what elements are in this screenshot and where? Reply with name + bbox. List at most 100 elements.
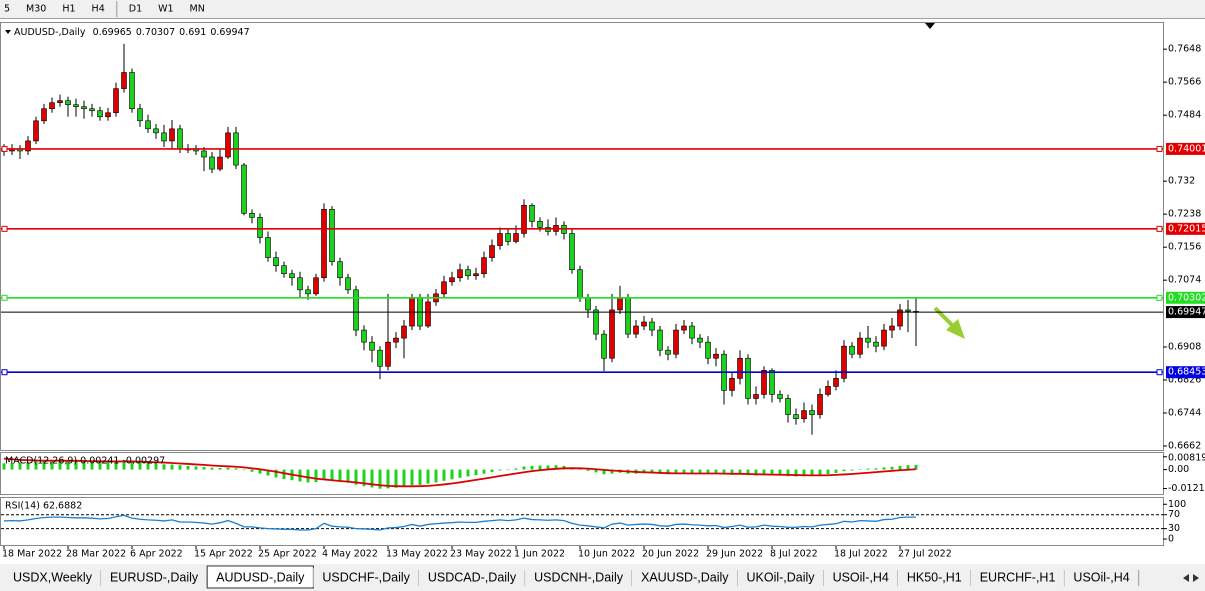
timeframe-button[interactable]: W1 xyxy=(158,4,173,15)
tab-label[interactable]: EURUSD-,Daily xyxy=(110,570,199,584)
tab-label[interactable]: AUDUSD-,Daily xyxy=(216,570,305,584)
tab[interactable]: USDCAD-,Daily xyxy=(418,568,526,587)
timeframe-button[interactable]: 5 xyxy=(4,4,10,15)
level-label: 0.74001 xyxy=(1168,143,1205,154)
macd-bar xyxy=(874,468,878,470)
macd-bar xyxy=(882,467,886,470)
y-tick-label: 0.7566 xyxy=(1168,77,1201,88)
level-handle xyxy=(1,294,8,301)
candle-body xyxy=(345,277,351,291)
candle-body xyxy=(449,277,455,283)
macd-bar xyxy=(58,460,62,470)
level-label-box xyxy=(1166,142,1205,155)
macd-bar xyxy=(130,461,134,470)
tab[interactable]: USDCNH-,Daily xyxy=(525,568,633,587)
y-tick-label: 0.7648 xyxy=(1168,44,1201,55)
candle-body xyxy=(337,261,343,279)
tab[interactable]: EURCHF-,H1 xyxy=(970,568,1065,587)
x-tick-label: 27 Jul 2022 xyxy=(898,549,952,560)
tab[interactable]: USDCHF-,Daily xyxy=(313,568,420,587)
candle-body xyxy=(81,106,87,110)
tab-label[interactable]: USDX,Weekly xyxy=(13,570,93,584)
y-tick-label: 30 xyxy=(1168,523,1180,534)
tab[interactable]: EURUSD-,Daily xyxy=(100,568,208,587)
macd-bar xyxy=(690,469,694,474)
candle-body xyxy=(457,269,463,279)
macd-bar xyxy=(266,469,270,476)
level-handle xyxy=(1,369,8,376)
timeframe-button[interactable]: H4 xyxy=(92,4,105,15)
macd-bar xyxy=(170,464,174,470)
level-label-box xyxy=(1166,291,1205,304)
tab[interactable]: AUDUSD-,Daily xyxy=(206,565,314,589)
tab[interactable]: XAUUSD-,Daily xyxy=(631,568,738,587)
level-label-box xyxy=(1166,222,1205,235)
macd-bar xyxy=(242,469,246,471)
tab-label[interactable]: HK50-,H1 xyxy=(907,570,962,584)
tab[interactable]: UKOil-,Daily xyxy=(737,568,825,587)
timeframe-bar: 5 M30 H1 H4 D1 W1 MN xyxy=(4,1,205,17)
tab-label[interactable]: UKOil-,Daily xyxy=(747,570,816,584)
candle-body xyxy=(833,378,839,387)
timeframe-button[interactable]: M30 xyxy=(26,4,46,15)
level-handle xyxy=(1156,145,1163,152)
tab-label[interactable]: USDCNH-,Daily xyxy=(534,570,624,584)
macd-bar xyxy=(602,469,606,475)
timeframe-button[interactable]: MN xyxy=(190,4,205,15)
macd-bar xyxy=(34,461,38,470)
macd-bar xyxy=(218,468,222,470)
macd-bar xyxy=(98,462,102,470)
macd-bar xyxy=(794,469,798,477)
macd-bar xyxy=(282,469,286,479)
tab-scroll-right[interactable] xyxy=(1193,574,1199,582)
tab-label[interactable]: USOil-,H4 xyxy=(1073,570,1129,584)
macd-bar xyxy=(50,460,54,470)
tab[interactable]: USDX,Weekly xyxy=(4,568,102,587)
candle-body xyxy=(897,309,903,327)
macd-bar xyxy=(378,469,382,489)
tab[interactable]: USOil-,H4 xyxy=(1064,568,1140,587)
macd-bar xyxy=(594,469,598,473)
x-tick-label: 23 May 2022 xyxy=(450,549,512,560)
tab-label[interactable]: EURCHF-,H1 xyxy=(980,570,1056,584)
macd-bar xyxy=(586,469,590,471)
candle-body xyxy=(537,221,543,228)
macd-bar xyxy=(666,469,670,475)
level-handle xyxy=(1,145,8,152)
tab[interactable]: HK50-,H1 xyxy=(897,568,972,587)
tab-label[interactable]: USDCAD-,Daily xyxy=(428,570,517,584)
macd-bar xyxy=(906,465,910,470)
y-tick-label: 0.6908 xyxy=(1168,341,1201,352)
y-tick-label: 0.6826 xyxy=(1168,374,1201,385)
macd-bar xyxy=(162,464,166,470)
candle-body xyxy=(465,269,471,277)
candle-body xyxy=(809,410,815,415)
candle-body xyxy=(425,301,431,327)
tab-scroll-left[interactable] xyxy=(1183,574,1189,582)
candle-body xyxy=(689,325,695,339)
candle-body xyxy=(329,209,335,262)
candle-body xyxy=(305,289,311,295)
y-tick-label: 0.00 xyxy=(1168,464,1189,475)
tab-label[interactable]: USOil-,H4 xyxy=(833,570,889,584)
macd-bar xyxy=(122,461,126,470)
timeframe-button[interactable]: H1 xyxy=(62,4,75,15)
y-tick-label: 0.7074 xyxy=(1168,275,1201,286)
tab-label[interactable]: XAUUSD-,Daily xyxy=(641,570,729,584)
candle-body xyxy=(177,128,183,150)
candle-body xyxy=(529,205,535,222)
candle-body xyxy=(281,265,287,275)
timeframe-button[interactable]: D1 xyxy=(129,4,142,15)
x-tick-label: 29 Jun 2022 xyxy=(706,549,763,560)
tab-label[interactable]: USDCHF-,Daily xyxy=(322,570,410,584)
candle-body xyxy=(73,104,79,108)
candle-body xyxy=(881,329,887,347)
macd-bar xyxy=(554,465,558,470)
x-tick-label: 20 Jun 2022 xyxy=(642,549,699,560)
macd-bar xyxy=(202,467,206,470)
tab[interactable]: USOil-,H4 xyxy=(823,568,899,587)
candle-body xyxy=(137,108,143,122)
candle-body xyxy=(49,102,55,110)
candle-body xyxy=(665,349,671,355)
